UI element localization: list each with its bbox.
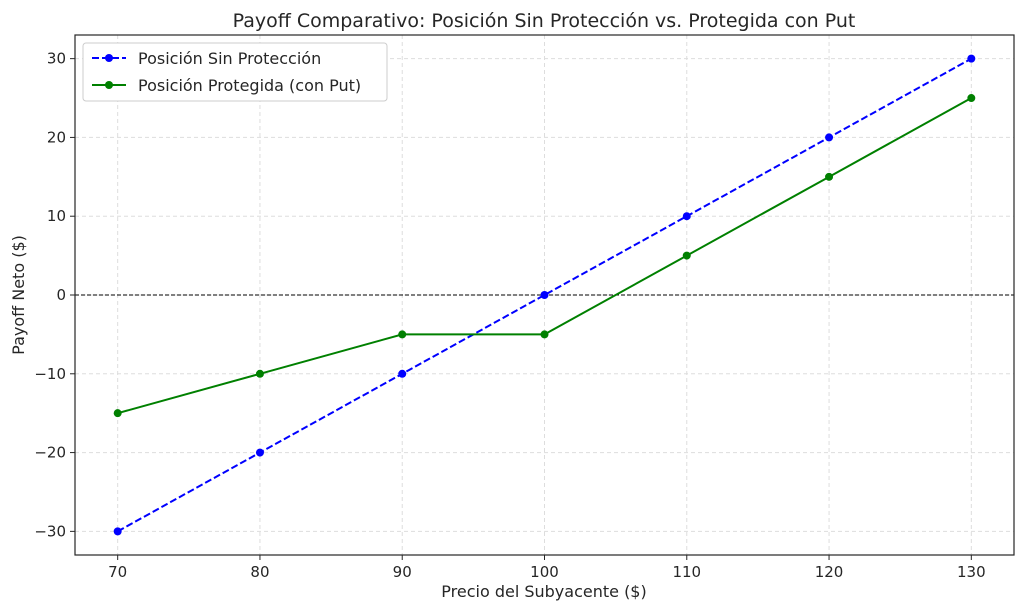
data-point-1 bbox=[113, 409, 122, 418]
legend-box bbox=[82, 42, 388, 102]
data-point-0 bbox=[398, 369, 407, 378]
y-tick-label: 20 bbox=[47, 128, 66, 146]
series-group bbox=[113, 54, 976, 536]
data-point-0 bbox=[967, 54, 976, 63]
data-point-1 bbox=[398, 330, 407, 339]
y-axis-label: Payoff Neto ($) bbox=[9, 235, 28, 355]
legend-marker-unprotected bbox=[105, 54, 113, 62]
y-tick-label: −30 bbox=[34, 522, 66, 540]
x-axis-label: Precio del Subyacente ($) bbox=[441, 582, 646, 601]
data-point-0 bbox=[682, 212, 691, 221]
legend-label-unprotected: Posición Sin Protección bbox=[138, 49, 321, 68]
x-tick-label: 90 bbox=[393, 563, 412, 581]
axes-frame bbox=[74, 34, 1015, 556]
chart-title: Payoff Comparativo: Posición Sin Protecc… bbox=[233, 10, 856, 32]
y-tick-label: −10 bbox=[34, 365, 66, 383]
data-point-0 bbox=[255, 448, 264, 457]
y-tick-label: 0 bbox=[56, 286, 66, 304]
y-tick-label: 30 bbox=[47, 50, 66, 68]
ticks: 70 80 90 100 110 120 130 −30 −20 −10 0 10 20 30 bbox=[34, 50, 985, 581]
legend-label-protected: Posición Protegida (con Put) bbox=[138, 76, 361, 95]
x-tick-label: 100 bbox=[530, 563, 559, 581]
legend: Posición Sin Protección Posición Protegi… bbox=[82, 42, 388, 102]
data-point-0 bbox=[540, 291, 549, 299]
x-tick-label: 80 bbox=[250, 563, 269, 581]
data-point-1 bbox=[967, 94, 976, 103]
y-tick-label: 10 bbox=[47, 207, 66, 225]
y-tick-label: −20 bbox=[34, 444, 66, 462]
data-point-1 bbox=[540, 330, 549, 339]
data-point-0 bbox=[825, 133, 834, 142]
x-tick-label: 110 bbox=[672, 563, 701, 581]
legend-marker-protected bbox=[105, 81, 113, 89]
x-tick-label: 70 bbox=[108, 563, 127, 581]
data-point-1 bbox=[825, 172, 834, 181]
x-tick-label: 130 bbox=[957, 563, 986, 581]
x-tick-label: 120 bbox=[815, 563, 844, 581]
data-point-1 bbox=[255, 369, 264, 378]
data-point-1 bbox=[682, 251, 691, 260]
data-point-0 bbox=[113, 527, 122, 536]
